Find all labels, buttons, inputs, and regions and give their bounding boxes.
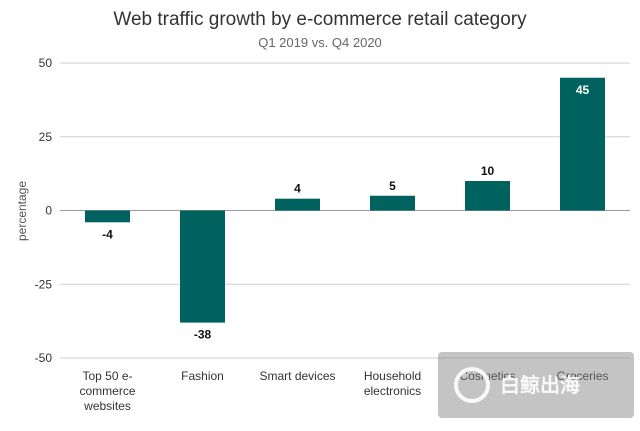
data-label: 45: [576, 83, 590, 97]
x-category-label: Fashion: [181, 369, 224, 383]
data-label: -4: [102, 227, 113, 241]
watermark-background: [438, 352, 634, 418]
data-label: 10: [481, 164, 495, 178]
y-tick-label: 50: [39, 56, 53, 70]
chart-subtitle: Q1 2019 vs. Q4 2020: [258, 35, 382, 50]
x-category-label-line: commerce: [79, 384, 135, 398]
y-tick-label: -25: [35, 277, 53, 291]
data-label: 5: [389, 179, 396, 193]
bar: [465, 181, 510, 211]
watermark-text: 白鲸出海: [500, 373, 580, 397]
x-category-label-line: Household: [364, 369, 421, 383]
x-category-label: Household electronics: [364, 369, 421, 398]
y-tick-label: 0: [45, 204, 52, 218]
bar: [275, 198, 320, 211]
watermark: 白鲸出海: [438, 352, 634, 418]
x-category-label-line: Fashion: [181, 369, 224, 383]
y-tick-label: 25: [39, 130, 53, 144]
bars-layer: [85, 77, 605, 323]
y-axis-label: percentage: [15, 181, 29, 241]
chart-title: Web traffic growth by e-commerce retail …: [113, 9, 527, 30]
data-label: -38: [194, 328, 212, 342]
x-category-label-line: Groceries: [556, 369, 608, 383]
bar: [370, 195, 415, 211]
x-category-label: Top 50 e-commerce websites: [79, 369, 135, 413]
grid-layer: 50 25 0 -25 -50: [35, 56, 630, 365]
bar: [560, 77, 605, 211]
x-category-label-line: Top 50 e-: [82, 369, 132, 383]
y-tick-label: -50: [35, 351, 53, 365]
x-category-label-line: Smart devices: [259, 369, 335, 383]
x-category-label: Groceries: [556, 369, 608, 383]
watermark-logo-icon: [454, 367, 490, 403]
labels-layer: -4 Top 50 e-commerce websites -38 Fashion 4 Sm…: [79, 83, 608, 413]
data-label: 4: [294, 182, 301, 196]
x-category-label-line: electronics: [364, 384, 421, 398]
bar: [85, 210, 130, 223]
x-category-label: Smart devices: [259, 369, 335, 383]
bar: [180, 210, 225, 323]
x-category-label-line: websites: [83, 399, 131, 413]
